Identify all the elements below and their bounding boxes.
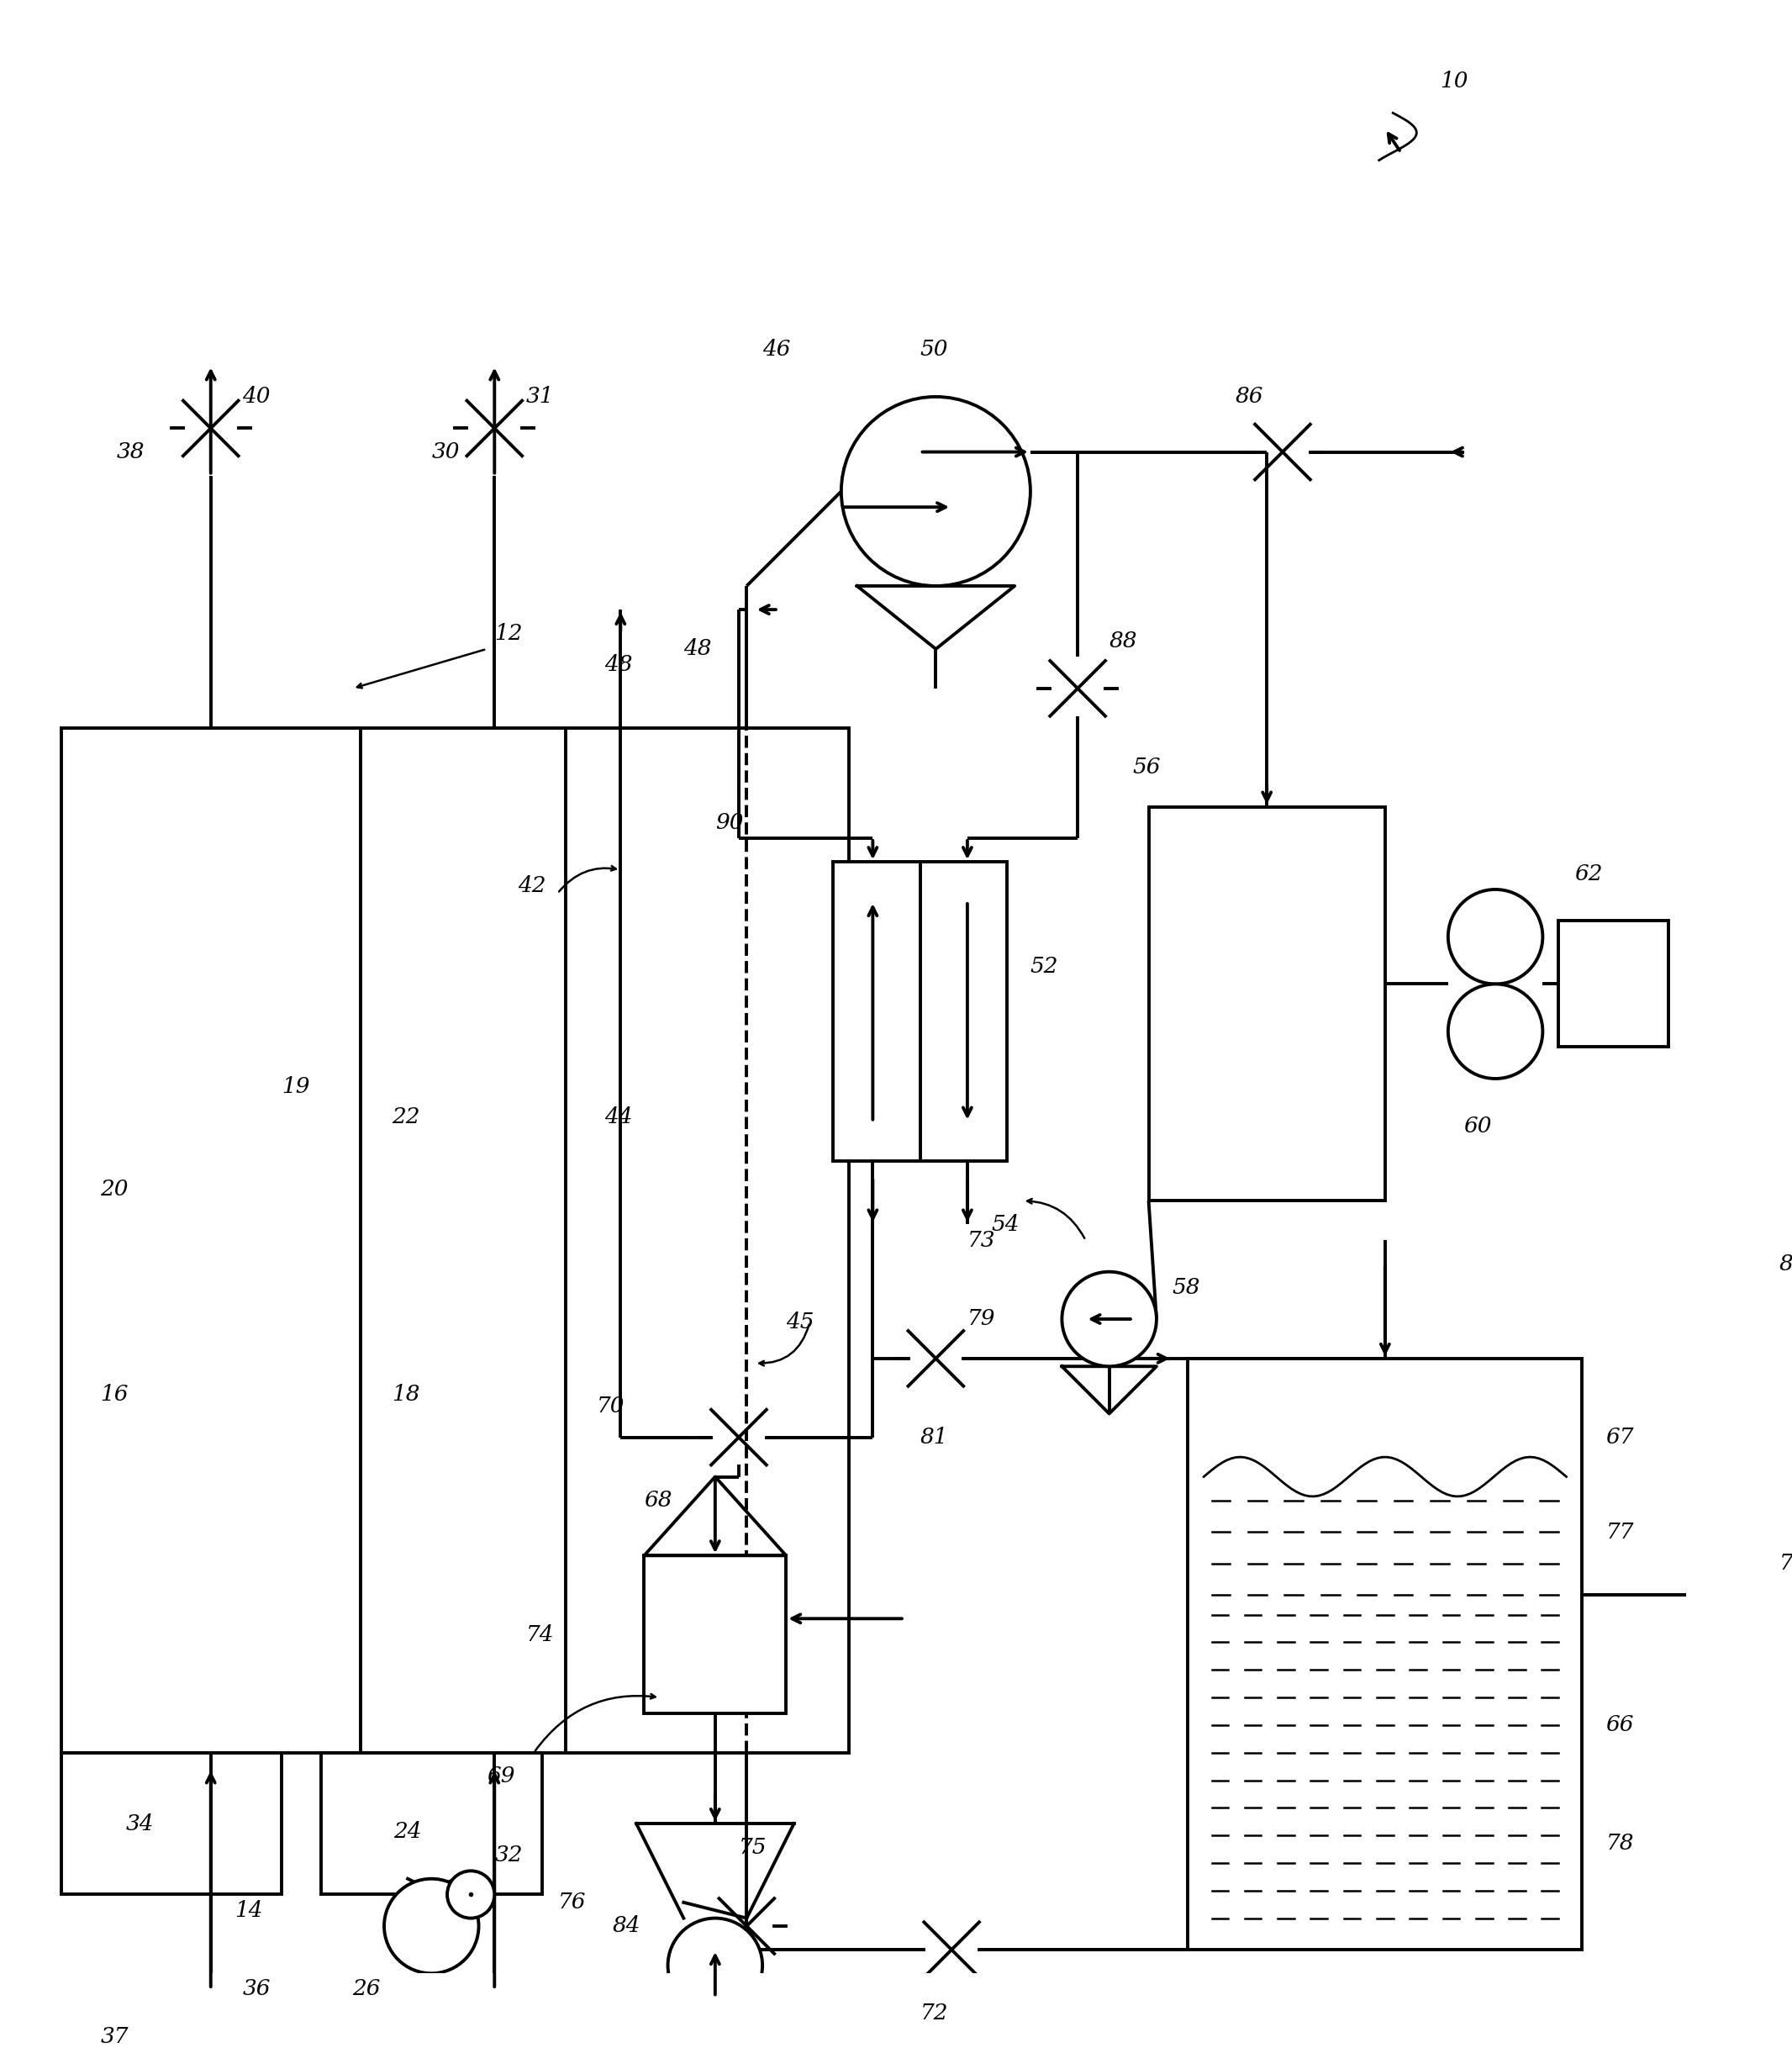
Text: 79: 79 [968, 1308, 996, 1330]
Text: 90: 90 [715, 811, 744, 834]
Text: 77: 77 [1606, 1521, 1634, 1541]
Text: 30: 30 [432, 441, 459, 463]
Text: 52: 52 [1030, 956, 1059, 977]
Bar [1149, 807, 1385, 1200]
Text: 54: 54 [991, 1215, 1020, 1235]
Text: 84: 84 [613, 1916, 642, 1937]
Text: 16: 16 [100, 1384, 129, 1405]
Bar [321, 1752, 541, 1895]
Circle shape [1448, 890, 1543, 985]
Text: 37: 37 [100, 2026, 129, 2046]
Text: 40: 40 [242, 387, 271, 408]
Text: 88: 88 [1109, 631, 1138, 652]
Text: 70: 70 [597, 1395, 625, 1417]
Text: 46: 46 [762, 339, 790, 360]
Circle shape [383, 1879, 478, 1974]
Text: 38: 38 [116, 441, 145, 463]
Text: 32: 32 [495, 1846, 523, 1866]
Text: 66: 66 [1606, 1715, 1634, 1736]
Text: 12: 12 [495, 623, 523, 643]
Text: 74: 74 [527, 1624, 554, 1645]
Text: 14: 14 [235, 1899, 263, 1920]
Circle shape [1448, 985, 1543, 1078]
Text: 36: 36 [242, 1978, 271, 1999]
Text: 67: 67 [1606, 1428, 1634, 1448]
Text: 62: 62 [1573, 863, 1602, 883]
Text: 42: 42 [518, 875, 547, 896]
Text: 86: 86 [1235, 387, 1263, 408]
Text: 81: 81 [919, 1428, 948, 1448]
Text: 56: 56 [1133, 757, 1161, 778]
Bar [643, 1556, 787, 1713]
Text: 19: 19 [281, 1076, 310, 1097]
Text: 48: 48 [683, 639, 711, 660]
Circle shape [840, 397, 1030, 586]
Text: 73: 73 [968, 1229, 996, 1252]
Text: 45: 45 [787, 1312, 814, 1332]
Text: 60: 60 [1464, 1115, 1493, 1136]
Bar [61, 1752, 281, 1895]
Text: 31: 31 [527, 387, 554, 408]
Text: 20: 20 [100, 1179, 129, 1200]
Text: 22: 22 [392, 1107, 419, 1128]
Circle shape [448, 1870, 495, 1918]
Text: 34: 34 [125, 1812, 154, 1833]
Text: 50: 50 [919, 339, 948, 360]
Text: 78: 78 [1606, 1833, 1634, 1854]
Text: 48: 48 [606, 654, 633, 674]
Text: 18: 18 [392, 1384, 419, 1405]
Bar [833, 863, 1007, 1161]
Text: 72: 72 [919, 2003, 948, 2023]
Circle shape [1063, 1272, 1156, 1366]
Text: 75: 75 [738, 1837, 767, 1858]
Text: 68: 68 [643, 1490, 672, 1510]
Text: 44: 44 [606, 1107, 633, 1128]
Bar [61, 728, 849, 1752]
Bar [1188, 1359, 1582, 1949]
Text: 76: 76 [557, 1891, 586, 1914]
Text: 71: 71 [1779, 1554, 1792, 1575]
Text: 82: 82 [1779, 1254, 1792, 1275]
Text: 26: 26 [353, 1978, 380, 1999]
Text: 69: 69 [487, 1765, 514, 1788]
Text: 10: 10 [1441, 70, 1468, 91]
Text: 24: 24 [394, 1821, 421, 1841]
Text: 58: 58 [1172, 1277, 1201, 1297]
Bar [1559, 921, 1668, 1047]
Circle shape [668, 1918, 762, 2013]
